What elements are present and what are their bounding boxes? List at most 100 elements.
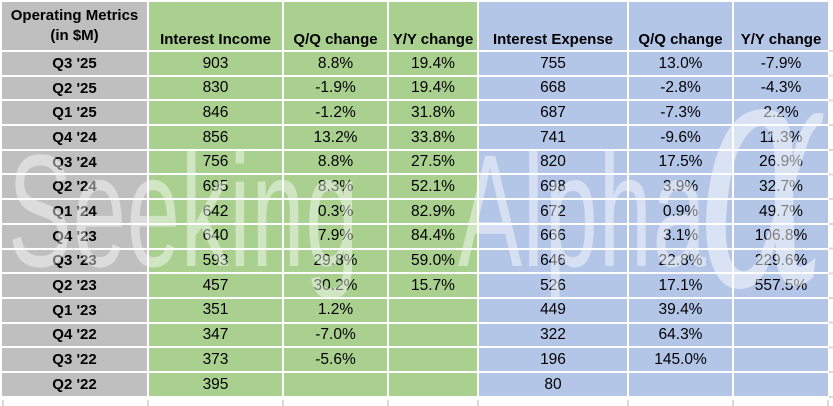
cell-expense-yy-change: 49.7% xyxy=(734,200,828,223)
col-header-interest-expense: Interest Expense xyxy=(479,2,627,50)
cell-interest-expense: 449 xyxy=(479,298,627,322)
cell-income-yy-change: 31.8% xyxy=(389,101,477,125)
col-header-expense-yy-change: Y/Y change xyxy=(734,2,828,50)
quarter-label: Q2 '22 xyxy=(2,372,147,396)
cell-expense-qq-change xyxy=(629,372,732,396)
cell-income-qq-change: 7.9% xyxy=(284,224,387,248)
col-header-income-qq-change: Q/Q change xyxy=(284,2,387,50)
cell-income-yy-change: 15.7% xyxy=(389,274,477,297)
col-header-income-yy-change: Y/Y change xyxy=(389,2,477,50)
quarter-label: Q1 '24 xyxy=(2,200,147,223)
cell-expense-yy-change xyxy=(734,348,828,371)
cell-interest-expense: 820 xyxy=(479,150,627,174)
cell-expense-yy-change: 32.7% xyxy=(734,175,828,199)
cell-interest-expense: 322 xyxy=(479,323,627,347)
cell-expense-qq-change: 64.3% xyxy=(629,323,732,347)
quarter-label: Q4 '23 xyxy=(2,224,147,248)
cell-expense-qq-change: -9.6% xyxy=(629,126,732,149)
cell-expense-yy-change: 229.6% xyxy=(734,249,828,273)
cell-income-qq-change: 8.8% xyxy=(284,150,387,174)
cell-interest-income: 347 xyxy=(149,323,282,347)
cell-interest-income: 756 xyxy=(149,150,282,174)
cell-expense-qq-change: 39.4% xyxy=(629,298,732,322)
cell-income-yy-change: 84.4% xyxy=(389,224,477,248)
spreadsheet-grid: Operating Metrics (in $M) Interest Incom… xyxy=(2,2,828,396)
cell-interest-expense: 666 xyxy=(479,224,627,248)
cell-income-qq-change: 0.3% xyxy=(284,200,387,223)
quarter-label: Q3 '22 xyxy=(2,348,147,371)
cell-interest-income: 856 xyxy=(149,126,282,149)
cell-income-yy-change: 82.9% xyxy=(389,200,477,223)
quarter-label: Q1 '25 xyxy=(2,101,147,125)
cell-expense-yy-change xyxy=(734,298,828,322)
cell-income-yy-change xyxy=(389,323,477,347)
cell-income-yy-change xyxy=(389,298,477,322)
cell-income-qq-change: 13.2% xyxy=(284,126,387,149)
corner-header: Operating Metrics (in $M) xyxy=(2,2,147,50)
cell-income-qq-change: -5.6% xyxy=(284,348,387,371)
cell-interest-income: 903 xyxy=(149,52,282,75)
cell-expense-yy-change: 26.9% xyxy=(734,150,828,174)
cell-expense-yy-change xyxy=(734,323,828,347)
cell-interest-income: 846 xyxy=(149,101,282,125)
corner-header-line2: (in $M) xyxy=(50,27,99,44)
cell-income-qq-change: 8.3% xyxy=(284,175,387,199)
col-header-interest-income: Interest Income xyxy=(149,2,282,50)
cell-interest-expense: 741 xyxy=(479,126,627,149)
cell-expense-qq-change: -2.8% xyxy=(629,76,732,100)
quarter-label: Q4 '22 xyxy=(2,323,147,347)
bottom-edge-gridline-ticks xyxy=(0,399,833,406)
cell-interest-expense: 526 xyxy=(479,274,627,297)
cell-interest-income: 593 xyxy=(149,249,282,273)
cell-interest-income: 351 xyxy=(149,298,282,322)
cell-interest-income: 395 xyxy=(149,372,282,396)
cell-expense-yy-change: 11.3% xyxy=(734,126,828,149)
cell-interest-expense: 668 xyxy=(479,76,627,100)
cell-income-qq-change: 8.8% xyxy=(284,52,387,75)
cell-income-yy-change: 52.1% xyxy=(389,175,477,199)
quarter-label: Q2 '25 xyxy=(2,76,147,100)
quarter-label: Q2 '23 xyxy=(2,274,147,297)
quarter-label: Q3 '23 xyxy=(2,249,147,273)
cell-expense-qq-change: 13.0% xyxy=(629,52,732,75)
cell-expense-qq-change: 22.8% xyxy=(629,249,732,273)
quarter-label: Q1 '23 xyxy=(2,298,147,322)
cell-expense-qq-change: 0.9% xyxy=(629,200,732,223)
corner-header-line1: Operating Metrics xyxy=(10,7,139,24)
cell-income-qq-change: -7.0% xyxy=(284,323,387,347)
cell-interest-expense: 196 xyxy=(479,348,627,371)
cell-income-qq-change: -1.9% xyxy=(284,76,387,100)
cell-interest-income: 457 xyxy=(149,274,282,297)
cell-expense-yy-change: 2.2% xyxy=(734,101,828,125)
cell-expense-yy-change xyxy=(734,372,828,396)
cell-expense-qq-change: 17.5% xyxy=(629,150,732,174)
quarter-label: Q3 '25 xyxy=(2,52,147,75)
cell-income-qq-change xyxy=(284,372,387,396)
cell-income-yy-change xyxy=(389,372,477,396)
cell-income-qq-change: -1.2% xyxy=(284,101,387,125)
cell-expense-qq-change: 145.0% xyxy=(629,348,732,371)
cell-expense-qq-change: 3.1% xyxy=(629,224,732,248)
cell-interest-income: 830 xyxy=(149,76,282,100)
cell-income-qq-change: 29.8% xyxy=(284,249,387,273)
cell-income-qq-change: 30.2% xyxy=(284,274,387,297)
cell-interest-expense: 646 xyxy=(479,249,627,273)
cell-income-yy-change: 27.5% xyxy=(389,150,477,174)
cell-income-yy-change: 19.4% xyxy=(389,52,477,75)
right-edge-gridline-ticks xyxy=(829,50,833,399)
cell-income-yy-change: 59.0% xyxy=(389,249,477,273)
cell-interest-expense: 687 xyxy=(479,101,627,125)
cell-income-qq-change: 1.2% xyxy=(284,298,387,322)
cell-income-yy-change: 33.8% xyxy=(389,126,477,149)
quarter-label: Q3 '24 xyxy=(2,150,147,174)
cell-interest-income: 373 xyxy=(149,348,282,371)
cell-interest-income: 640 xyxy=(149,224,282,248)
cell-expense-yy-change: 557.5% xyxy=(734,274,828,297)
cell-interest-expense: 698 xyxy=(479,175,627,199)
cell-interest-income: 642 xyxy=(149,200,282,223)
cell-expense-qq-change: 3.9% xyxy=(629,175,732,199)
cell-interest-income: 695 xyxy=(149,175,282,199)
col-header-expense-qq-change: Q/Q change xyxy=(629,2,732,50)
cell-interest-expense: 80 xyxy=(479,372,627,396)
